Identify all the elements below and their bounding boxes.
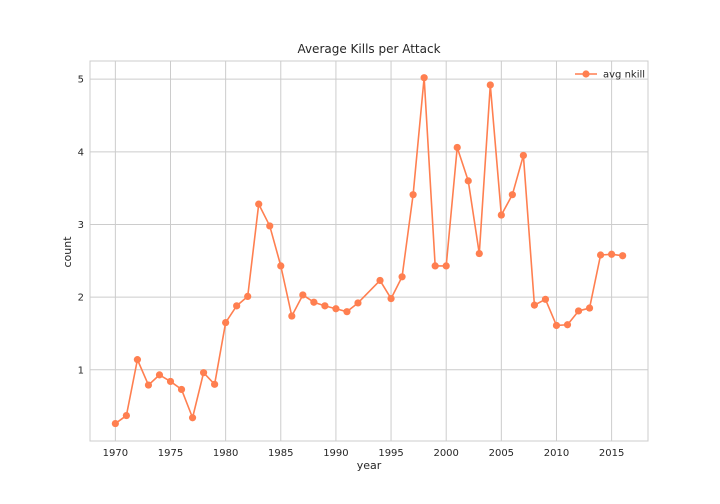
data-point [475, 249, 483, 258]
legend-label: avg nkill [603, 70, 645, 81]
y-tick-label: 3 [78, 220, 84, 231]
chart-title: Average Kills per Attack [297, 42, 440, 56]
data-point [266, 222, 274, 230]
y-tick-label: 1 [78, 365, 84, 376]
x-tick-label: 1975 [158, 448, 183, 459]
data-point [321, 302, 329, 310]
data-point [354, 299, 362, 307]
data-point [409, 191, 417, 199]
data-point [552, 321, 561, 330]
data-point [497, 211, 505, 219]
y-axis-ticks: 1 2 3 4 5 [78, 75, 84, 377]
data-point [574, 307, 583, 315]
data-point [376, 276, 384, 285]
series-layer [111, 74, 627, 428]
data-point [585, 304, 594, 312]
x-tick-label: 1980 [213, 448, 238, 459]
y-tick-label: 5 [78, 75, 84, 86]
y-tick-label: 2 [78, 293, 84, 304]
x-tick-label: 1990 [323, 448, 348, 459]
x-tick-label: 2005 [489, 448, 514, 459]
data-point [563, 321, 572, 329]
data-point [519, 151, 527, 160]
plot-frame [89, 60, 649, 442]
data-point [596, 251, 605, 259]
data-point [166, 377, 175, 386]
x-tick-label: 2015 [599, 448, 624, 459]
x-axis-ticks: 1970 1975 1980 1985 1990 1995 2000 2005 2010 2015 [103, 448, 625, 459]
data-point [199, 369, 208, 377]
data-point [144, 381, 153, 389]
legend-marker-swatch [582, 70, 590, 78]
x-tick-label: 2010 [544, 448, 569, 459]
y-tick-label: 4 [78, 147, 84, 158]
series-line [114, 76, 623, 425]
data-point [233, 302, 241, 310]
data-point [431, 262, 439, 270]
legend: avg nkill [575, 70, 645, 81]
data-point [464, 177, 472, 185]
data-point [508, 191, 516, 199]
x-tick-label: 1970 [103, 448, 128, 459]
data-point [299, 291, 307, 299]
x-axis-label: year [357, 459, 382, 472]
data-point [133, 356, 142, 364]
data-point [619, 252, 627, 260]
data-point [486, 81, 494, 89]
data-point [343, 308, 351, 316]
data-point [222, 318, 230, 327]
data-point [608, 250, 616, 258]
data-point [288, 312, 296, 320]
data-point [155, 371, 164, 379]
x-tick-label: 1985 [268, 448, 293, 459]
data-point [122, 411, 130, 420]
x-tick-label: 1995 [378, 448, 403, 459]
data-point [541, 295, 550, 303]
data-point [530, 301, 539, 309]
data-point [244, 292, 252, 301]
y-axis-label: count [61, 236, 74, 268]
x-tick-label: 2000 [433, 448, 458, 459]
data-point [177, 385, 186, 394]
data-point [211, 380, 219, 388]
data-point [111, 419, 119, 428]
data-point [453, 143, 461, 152]
data-point [277, 262, 285, 270]
data-point [188, 414, 197, 422]
data-point [310, 298, 318, 306]
data-point [255, 200, 263, 208]
data-point [398, 273, 406, 281]
data-point [420, 74, 428, 82]
data-point [442, 262, 450, 270]
data-point [332, 305, 340, 313]
data-point [387, 294, 395, 303]
